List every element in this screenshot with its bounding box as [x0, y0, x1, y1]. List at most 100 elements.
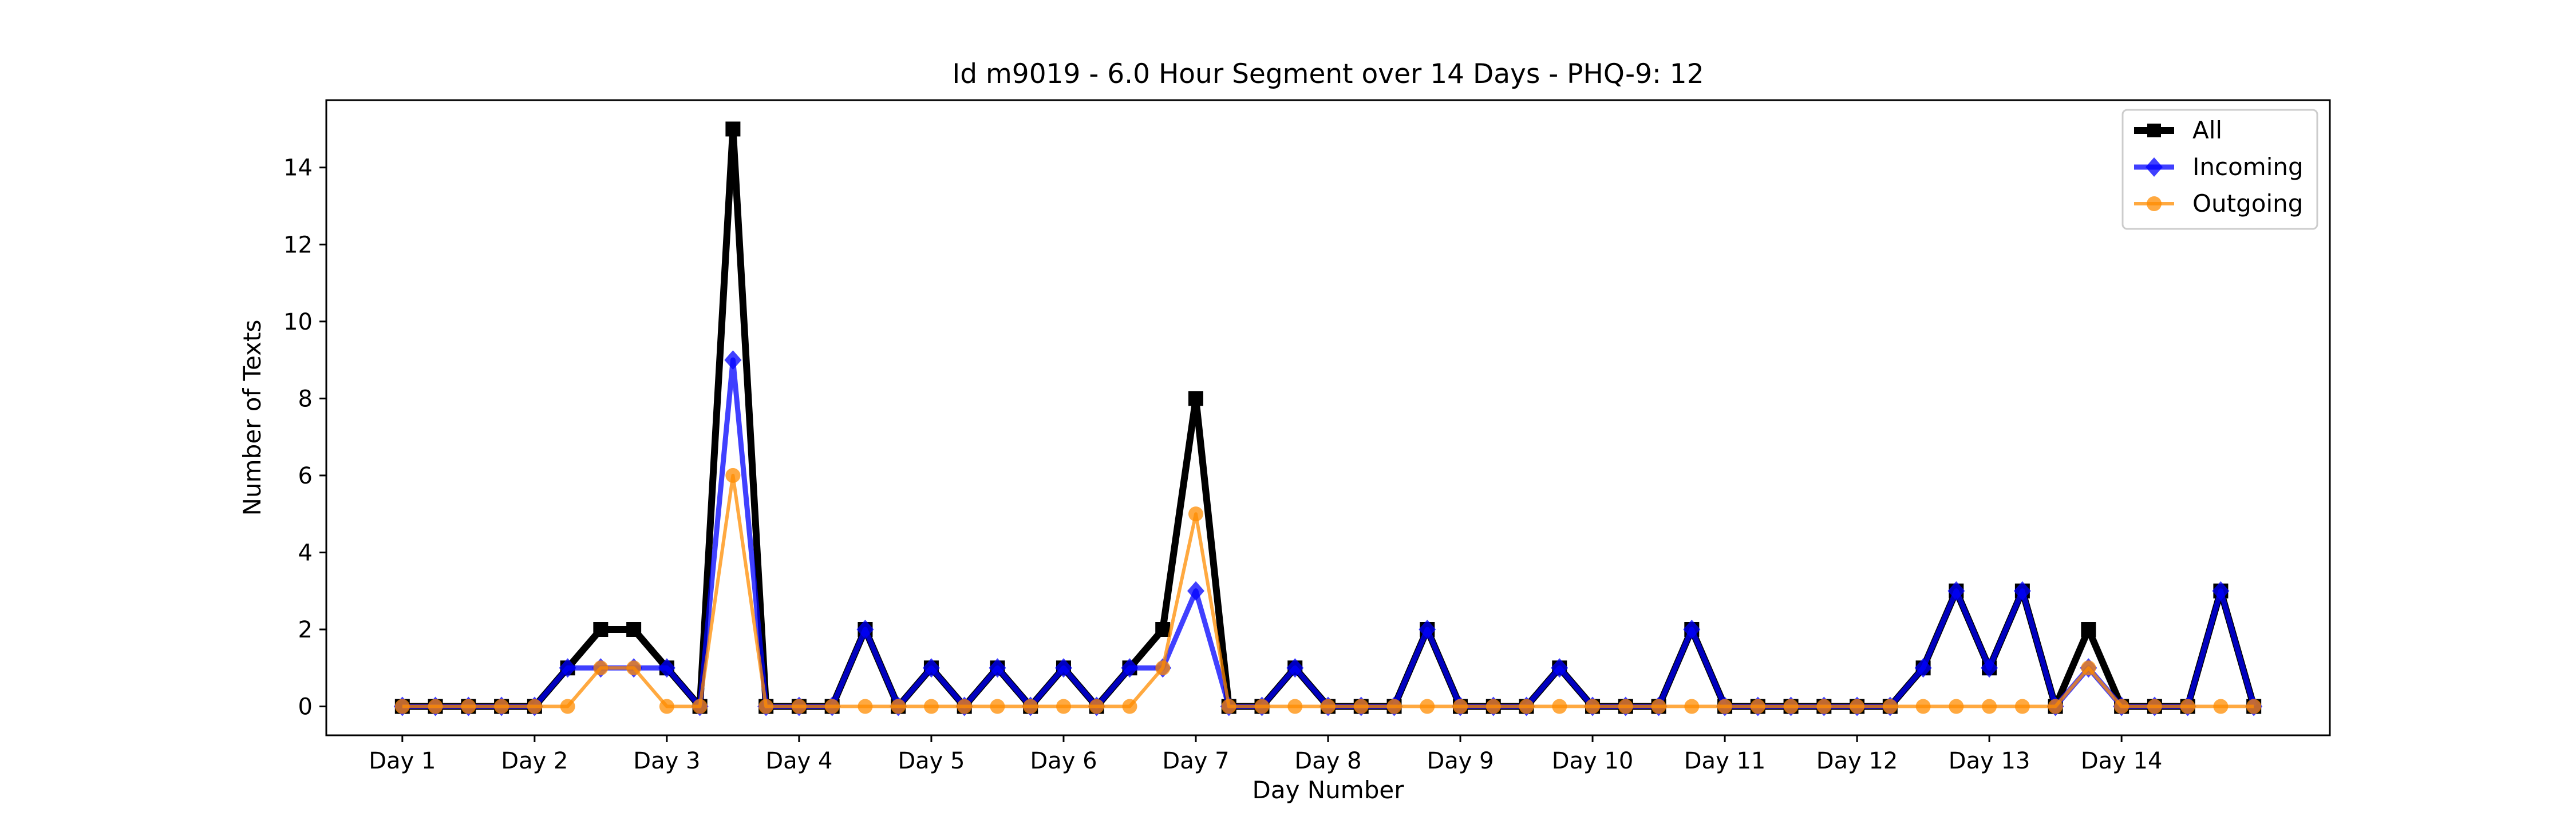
x-tick-label: Day 1 — [369, 748, 436, 774]
data-point-outgoing — [692, 699, 708, 714]
y-axis-ticks: 0 2 4 6 8 10 12 14 — [283, 155, 326, 720]
data-point-outgoing — [527, 699, 542, 714]
data-point-outgoing — [758, 699, 774, 714]
data-point-outgoing — [1089, 699, 1104, 714]
x-tick-label: Day 3 — [633, 748, 700, 774]
data-point-outgoing — [593, 660, 609, 676]
data-point-outgoing — [626, 660, 642, 676]
data-point-outgoing — [1122, 699, 1137, 714]
data-point-all — [1155, 622, 1171, 637]
series-outgoing — [394, 468, 2262, 714]
data-point-all — [1188, 391, 1203, 406]
data-point-outgoing — [1750, 699, 1765, 714]
data-point-incoming — [1947, 581, 1965, 601]
data-point-all — [593, 622, 609, 637]
x-tick-label: Day 11 — [1684, 748, 1766, 774]
x-tick-label: Day 4 — [765, 748, 832, 774]
data-point-outgoing — [1254, 699, 1270, 714]
legend-marker-all — [2147, 124, 2161, 137]
x-axis-ticks: Day 1 Day 2 Day 3 Day 4 Day 5 Day 6 Day 7 Day 8… — [369, 735, 2162, 774]
x-tick-label: Day 10 — [1552, 748, 1634, 774]
x-tick-label: Day 5 — [898, 748, 965, 774]
y-tick-label: 12 — [283, 232, 313, 258]
series-layer — [393, 121, 2263, 716]
data-point-outgoing — [2246, 699, 2262, 714]
data-point-incoming — [658, 658, 675, 678]
data-point-outgoing — [394, 699, 410, 714]
x-tick-label: Day 2 — [501, 748, 568, 774]
data-point-outgoing — [957, 699, 972, 714]
data-point-outgoing — [2014, 699, 2030, 714]
x-tick-label: Day 12 — [1816, 748, 1898, 774]
data-point-incoming — [1981, 658, 1998, 678]
data-point-outgoing — [1618, 699, 1633, 714]
data-point-all — [2081, 622, 2096, 637]
data-point-outgoing — [2147, 699, 2162, 714]
data-point-outgoing — [1221, 699, 1236, 714]
x-tick-label: Day 13 — [1949, 748, 2030, 774]
x-tick-label: Day 8 — [1294, 748, 1361, 774]
data-point-incoming — [1683, 620, 1701, 639]
data-point-incoming — [989, 658, 1006, 678]
y-tick-label: 4 — [298, 540, 313, 566]
x-tick-label: Day 9 — [1427, 748, 1494, 774]
legend-box — [2121, 109, 2318, 230]
y-tick-label: 8 — [298, 386, 313, 412]
data-point-outgoing — [494, 699, 509, 714]
data-point-outgoing — [2213, 699, 2229, 714]
data-point-incoming — [1286, 658, 1304, 678]
chart-title: Id m9019 - 6.0 Hour Segment over 14 Days… — [952, 58, 1704, 90]
data-point-outgoing — [1816, 699, 1832, 714]
y-tick-label: 2 — [298, 617, 313, 643]
data-point-incoming — [2013, 581, 2031, 601]
data-point-outgoing — [1684, 699, 1700, 714]
data-point-outgoing — [1783, 699, 1799, 714]
y-tick-label: 14 — [283, 155, 313, 181]
data-point-outgoing — [1485, 699, 1501, 714]
x-tick-label: Day 6 — [1030, 748, 1097, 774]
data-point-outgoing — [1056, 699, 1071, 714]
data-point-incoming — [922, 658, 940, 678]
legend-label-outgoing: Outgoing — [2192, 189, 2303, 217]
data-point-all — [725, 121, 741, 137]
legend-label-all: All — [2192, 116, 2222, 144]
data-point-incoming — [1914, 658, 1932, 678]
data-point-incoming — [856, 620, 874, 639]
data-point-outgoing — [725, 468, 741, 483]
data-point-outgoing — [2114, 699, 2129, 714]
data-point-outgoing — [1023, 699, 1038, 714]
data-point-outgoing — [1552, 699, 1567, 714]
data-point-incoming — [559, 658, 576, 678]
data-point-outgoing — [2081, 660, 2096, 676]
data-point-outgoing — [1982, 699, 1997, 714]
data-point-outgoing — [1287, 699, 1303, 714]
data-point-outgoing — [1155, 660, 1171, 676]
data-point-outgoing — [990, 699, 1005, 714]
data-point-outgoing — [1651, 699, 1666, 714]
legend: All Incoming Outgoing — [2121, 109, 2318, 230]
data-point-outgoing — [1949, 699, 1964, 714]
legend-label-incoming: Incoming — [2192, 153, 2304, 181]
plot-area — [325, 99, 2331, 736]
y-tick-label: 0 — [298, 694, 313, 720]
x-tick-label: Day 14 — [2081, 748, 2163, 774]
data-point-outgoing — [1188, 506, 1203, 522]
data-point-outgoing — [1420, 699, 1435, 714]
data-point-incoming — [1121, 658, 1139, 678]
data-point-outgoing — [560, 699, 575, 714]
data-point-outgoing — [791, 699, 807, 714]
x-tick-label: Day 7 — [1162, 748, 1229, 774]
data-point-outgoing — [1386, 699, 1402, 714]
data-point-all — [626, 622, 642, 637]
y-tick-label: 10 — [283, 309, 313, 335]
data-point-incoming — [2212, 581, 2230, 601]
y-tick-label: 6 — [298, 463, 313, 489]
data-point-outgoing — [858, 699, 873, 714]
data-point-incoming — [1551, 658, 1568, 678]
data-point-outgoing — [2180, 699, 2195, 714]
data-point-incoming — [1419, 620, 1436, 639]
data-point-outgoing — [824, 699, 840, 714]
data-point-incoming — [1054, 658, 1072, 678]
data-point-outgoing — [891, 699, 906, 714]
